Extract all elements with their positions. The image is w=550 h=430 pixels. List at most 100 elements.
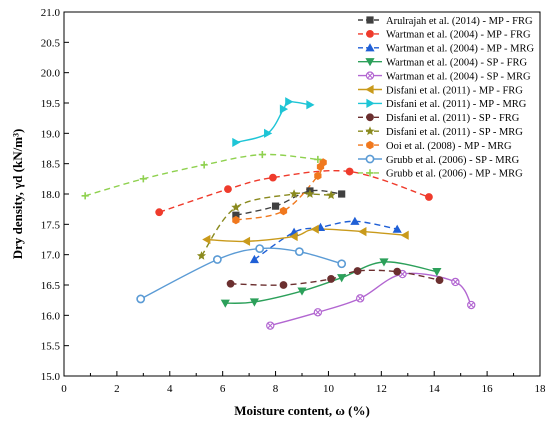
series-2-point-2 (224, 185, 232, 194)
series-12-point-4 (258, 150, 266, 159)
series-7-point-4 (285, 97, 294, 107)
series-6-point-4 (310, 224, 319, 234)
legend-marker-10 (366, 140, 374, 150)
series-2-point-3 (269, 173, 277, 182)
legend-marker-7 (366, 98, 375, 108)
series-10-point-2 (279, 206, 288, 216)
series-1-point-2 (271, 202, 280, 210)
series-5-point-5 (451, 277, 460, 287)
y-tick-label: 20.5 (41, 37, 61, 49)
series-1-point-4 (338, 190, 346, 198)
series-4-line (225, 261, 437, 304)
series-4-point-4 (337, 274, 347, 283)
legend-label-10: Ooi et al. (2008) - MP - MRG (386, 141, 512, 152)
legend-marker-9 (365, 126, 375, 136)
series-5-point-3-cross (357, 295, 364, 302)
legend-marker-8 (366, 113, 374, 122)
series-8-line (230, 269, 440, 286)
series-4-point-5 (379, 258, 389, 267)
y-tick-label: 18.5 (41, 159, 61, 171)
series-12-point-1 (81, 192, 89, 200)
y-tick-label: 19.0 (41, 128, 61, 140)
x-tick-label: 16 (482, 383, 494, 395)
series-7-line (235, 100, 311, 144)
series-11-point-2 (212, 255, 222, 264)
legend-marker-5 (365, 71, 375, 80)
x-tick-label: 0 (61, 383, 67, 395)
series-8-point-2 (279, 281, 288, 289)
series-1-point-1 (232, 211, 240, 219)
x-tick-label: 8 (273, 383, 279, 395)
legend-marker-11 (365, 154, 375, 164)
series-5-point-6-cross (468, 302, 475, 308)
series-9-point-2 (231, 202, 241, 212)
series-12-point-3 (200, 161, 208, 169)
series-11-point-5 (337, 259, 347, 269)
legend-marker-4 (365, 58, 375, 67)
series-10-point-1 (232, 215, 240, 225)
series-9-point-3 (289, 189, 299, 198)
series-11-line (140, 247, 342, 300)
x-tick-label: 2 (114, 383, 120, 395)
y-axis-title: Dry density, γd (kN/m³) (10, 129, 25, 260)
series-5-point-5-cross (452, 279, 459, 285)
tick-group: 0 2 4 6 8 10 12 14 16 18 15.0 15.5 16.0 16.5 17.0 17.5 1… (41, 7, 546, 395)
series-8-point-3 (327, 275, 335, 283)
series-8-point-4 (353, 267, 362, 275)
series-markers (81, 97, 476, 330)
series-10-point-3 (314, 171, 322, 180)
legend-marker-3 (365, 43, 375, 52)
series-1-line (235, 189, 342, 216)
series-4-point-1 (220, 299, 230, 308)
series-4-point-6 (432, 268, 442, 277)
series-5-point-3 (355, 294, 365, 303)
series-2-point-5 (425, 193, 433, 201)
x-tick-label: 14 (429, 383, 441, 395)
series-11-point-3 (255, 244, 265, 253)
series-6-line (206, 228, 406, 243)
y-tick-label: 19.5 (41, 98, 61, 110)
x-tick-label: 12 (376, 383, 387, 395)
series-12-point-5 (314, 155, 322, 164)
series-2-point-4 (345, 167, 354, 176)
legend-label-2: Wartman et al. (2004) - MP - FRG (386, 30, 531, 41)
series-5-point-1-cross (267, 322, 274, 329)
y-tick-label: 18.0 (41, 189, 61, 201)
legend-label-12: Grubb et al. (2006) - MP - MRG (386, 169, 523, 180)
x-tick-label: 18 (535, 383, 547, 395)
series-5-point-2-cross (314, 309, 321, 316)
y-tick-label: 16.0 (41, 310, 61, 322)
series-6-point-2 (241, 236, 251, 246)
legend-label-7: Disfani et al. (2011) - MP - MRG (386, 99, 527, 110)
series-12-line (84, 153, 318, 197)
x-tick-label: 4 (167, 383, 173, 395)
series-5-point-2 (313, 308, 323, 317)
legend-label-1: Arulrajah et al. (2014) - MP - FRG (386, 16, 533, 27)
series-2-point-1 (155, 208, 164, 217)
series-6-point-3 (289, 231, 298, 242)
y-tick-label: 17.0 (41, 250, 61, 262)
series-7-point-3 (279, 104, 289, 114)
legend: Arulrajah et al. (2014) - MP - FRG Wartma… (358, 16, 534, 180)
legend-label-11: Grubb et al. (2006) - SP - MRG (386, 155, 520, 166)
legend-label-4: Wartman et al. (2004) - SP - FRG (386, 58, 527, 69)
series-2-line (158, 169, 430, 213)
x-tick-label: 6 (220, 383, 226, 395)
series-8-point-6 (435, 276, 444, 285)
legend-marker-12 (366, 169, 374, 177)
series-3-point-5 (392, 224, 402, 233)
series-7-point-5 (306, 100, 315, 110)
series-5-point-1 (266, 321, 275, 330)
series-12-point-2 (139, 175, 147, 183)
legend-marker-5-cross (367, 72, 373, 79)
series-7-point-2 (264, 128, 273, 138)
series-9-point-5 (326, 190, 336, 200)
series-10-point-5 (319, 158, 327, 167)
y-tick-label: 21.0 (41, 7, 61, 19)
series-11-point-1 (136, 294, 146, 304)
series-9-line (200, 192, 332, 257)
y-tick-label: 15.5 (41, 341, 61, 353)
series-3-point-1 (249, 254, 259, 264)
